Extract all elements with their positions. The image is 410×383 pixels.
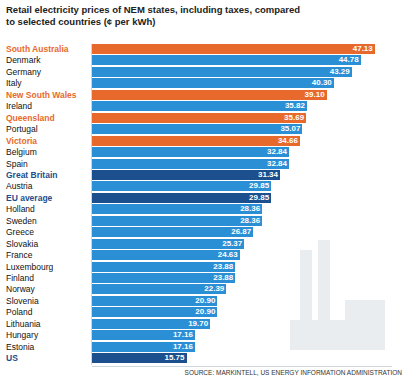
bar — [92, 78, 334, 88]
bar — [92, 250, 240, 260]
category-label: Victoria — [6, 136, 90, 146]
data-label: 32.84 — [247, 159, 287, 169]
category-label: US — [6, 353, 90, 363]
bar — [92, 101, 307, 111]
data-label: 35.82 — [265, 101, 305, 111]
data-label: 24.63 — [198, 250, 238, 260]
bar — [92, 170, 280, 180]
category-label: Ireland — [6, 101, 90, 111]
category-label: Estonia — [6, 342, 90, 352]
data-label: 29.85 — [229, 181, 269, 191]
data-label: 34.66 — [258, 136, 298, 146]
bar — [92, 204, 262, 214]
category-label: EU average — [6, 193, 90, 203]
category-label: Finland — [6, 273, 90, 283]
bar — [92, 67, 352, 77]
bar — [92, 147, 289, 157]
data-label: 47.13 — [333, 44, 373, 54]
bar — [92, 55, 361, 65]
data-label: 39.10 — [285, 90, 325, 100]
bar — [92, 239, 244, 249]
bar — [92, 181, 271, 191]
source-note: SOURCE: MARKINTELL, US ENERGY INFORMATIO… — [185, 369, 402, 376]
data-label: 23.88 — [193, 262, 233, 272]
category-label: Portugal — [6, 124, 90, 134]
category-label: Germany — [6, 67, 90, 77]
category-label: Norway — [6, 284, 90, 294]
data-label: 43.29 — [310, 67, 350, 77]
data-label: 29.85 — [229, 193, 269, 203]
data-label: 40.30 — [292, 78, 332, 88]
bar — [92, 124, 302, 134]
data-label: 20.90 — [175, 307, 215, 317]
category-label: Sweden — [6, 216, 90, 226]
category-label: Great Britain — [6, 170, 90, 180]
category-label: France — [6, 250, 90, 260]
category-label: Luxembourg — [6, 262, 90, 272]
category-label: Poland — [6, 307, 90, 317]
data-label: 20.90 — [175, 296, 215, 306]
data-label: 15.75 — [145, 353, 185, 363]
data-label: 35.69 — [264, 113, 304, 123]
category-label: Lithuania — [6, 319, 90, 329]
data-label: 19.70 — [168, 319, 208, 329]
category-label: Holland — [6, 204, 90, 214]
data-label: 28.36 — [220, 204, 260, 214]
x-axis-line — [92, 366, 392, 367]
category-label: Slovenia — [6, 296, 90, 306]
bar — [92, 193, 271, 203]
category-label: Greece — [6, 227, 90, 237]
category-label: Slovakia — [6, 239, 90, 249]
category-label: Spain — [6, 159, 90, 169]
category-label: Queensland — [6, 113, 90, 123]
category-label: Belgium — [6, 147, 90, 157]
data-label: 32.84 — [247, 147, 287, 157]
data-label: 31.34 — [238, 170, 278, 180]
data-label: 17.16 — [153, 330, 193, 340]
y-axis-line — [91, 44, 92, 365]
bar — [92, 227, 253, 237]
category-label: South Australia — [6, 44, 90, 54]
chart-title: Retail electricity prices of NEM states,… — [6, 4, 306, 28]
decor-building — [290, 320, 360, 350]
data-label: 23.88 — [193, 273, 233, 283]
data-label: 22.39 — [184, 284, 224, 294]
bar — [92, 113, 306, 123]
bar — [92, 136, 300, 146]
bar — [92, 216, 262, 226]
category-label: New South Wales — [6, 90, 90, 100]
data-label: 35.07 — [260, 124, 300, 134]
data-label: 25.37 — [202, 239, 242, 249]
data-label: 44.78 — [319, 55, 359, 65]
bar — [92, 159, 289, 169]
category-label: Austria — [6, 181, 90, 191]
category-label: Denmark — [6, 55, 90, 65]
data-label: 28.36 — [220, 216, 260, 226]
data-label: 26.87 — [211, 227, 251, 237]
category-label: Italy — [6, 78, 90, 88]
bar — [92, 44, 375, 54]
bar — [92, 90, 327, 100]
data-label: 17.16 — [153, 342, 193, 352]
category-label: Hungary — [6, 330, 90, 340]
